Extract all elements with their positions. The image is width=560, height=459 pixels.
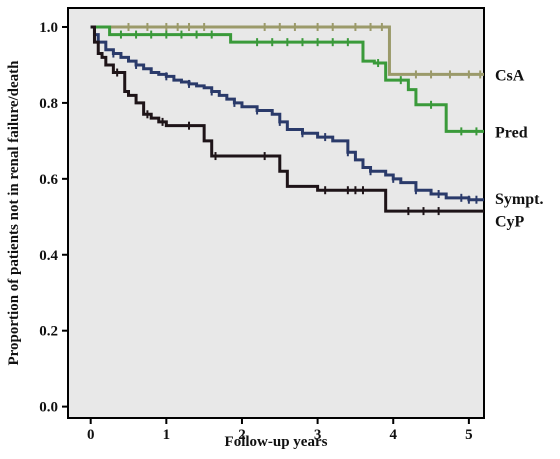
series-line-pred [90,25,484,133]
series-line-csa [90,25,484,76]
x-tick-label: 4 [389,427,397,443]
series-label-sympt: Sympt. [495,191,543,208]
y-tick-label: 0.2 [39,324,58,340]
x-tick-label: 1 [163,427,171,443]
x-axis: 0 1 2 3 4 5 [87,418,473,443]
plot-background [67,7,485,419]
series-label-csa: CsA [495,67,525,84]
y-tick-label: 0.8 [39,96,58,112]
series-label-cyp: CyP [495,214,525,231]
y-tick-label: 0.0 [39,400,58,416]
y-tick-label: 1.0 [39,20,58,36]
x-tick-label: 3 [314,427,322,443]
y-tick-label: 0.6 [39,172,58,188]
x-tick-label: 0 [87,427,95,443]
series-cyp [90,25,484,216]
x-tick-label: 2 [238,427,246,443]
series-label-pred: Pred [495,124,528,141]
series-sympt [90,25,484,204]
x-axis-title: Follow-up years [225,434,328,450]
series-pred [90,25,484,136]
x-tick-label: 5 [465,427,473,443]
y-axis-title: Proportion of patients not in renal fail… [6,60,22,366]
y-tick-label: 0.4 [39,248,58,264]
y-axis: 0.0 0.2 0.4 0.6 0.8 1.0 [39,20,68,416]
series-csa [90,22,484,79]
series-labels: CsA Pred Sympt. CyP [495,67,543,230]
series-layer [90,22,484,216]
